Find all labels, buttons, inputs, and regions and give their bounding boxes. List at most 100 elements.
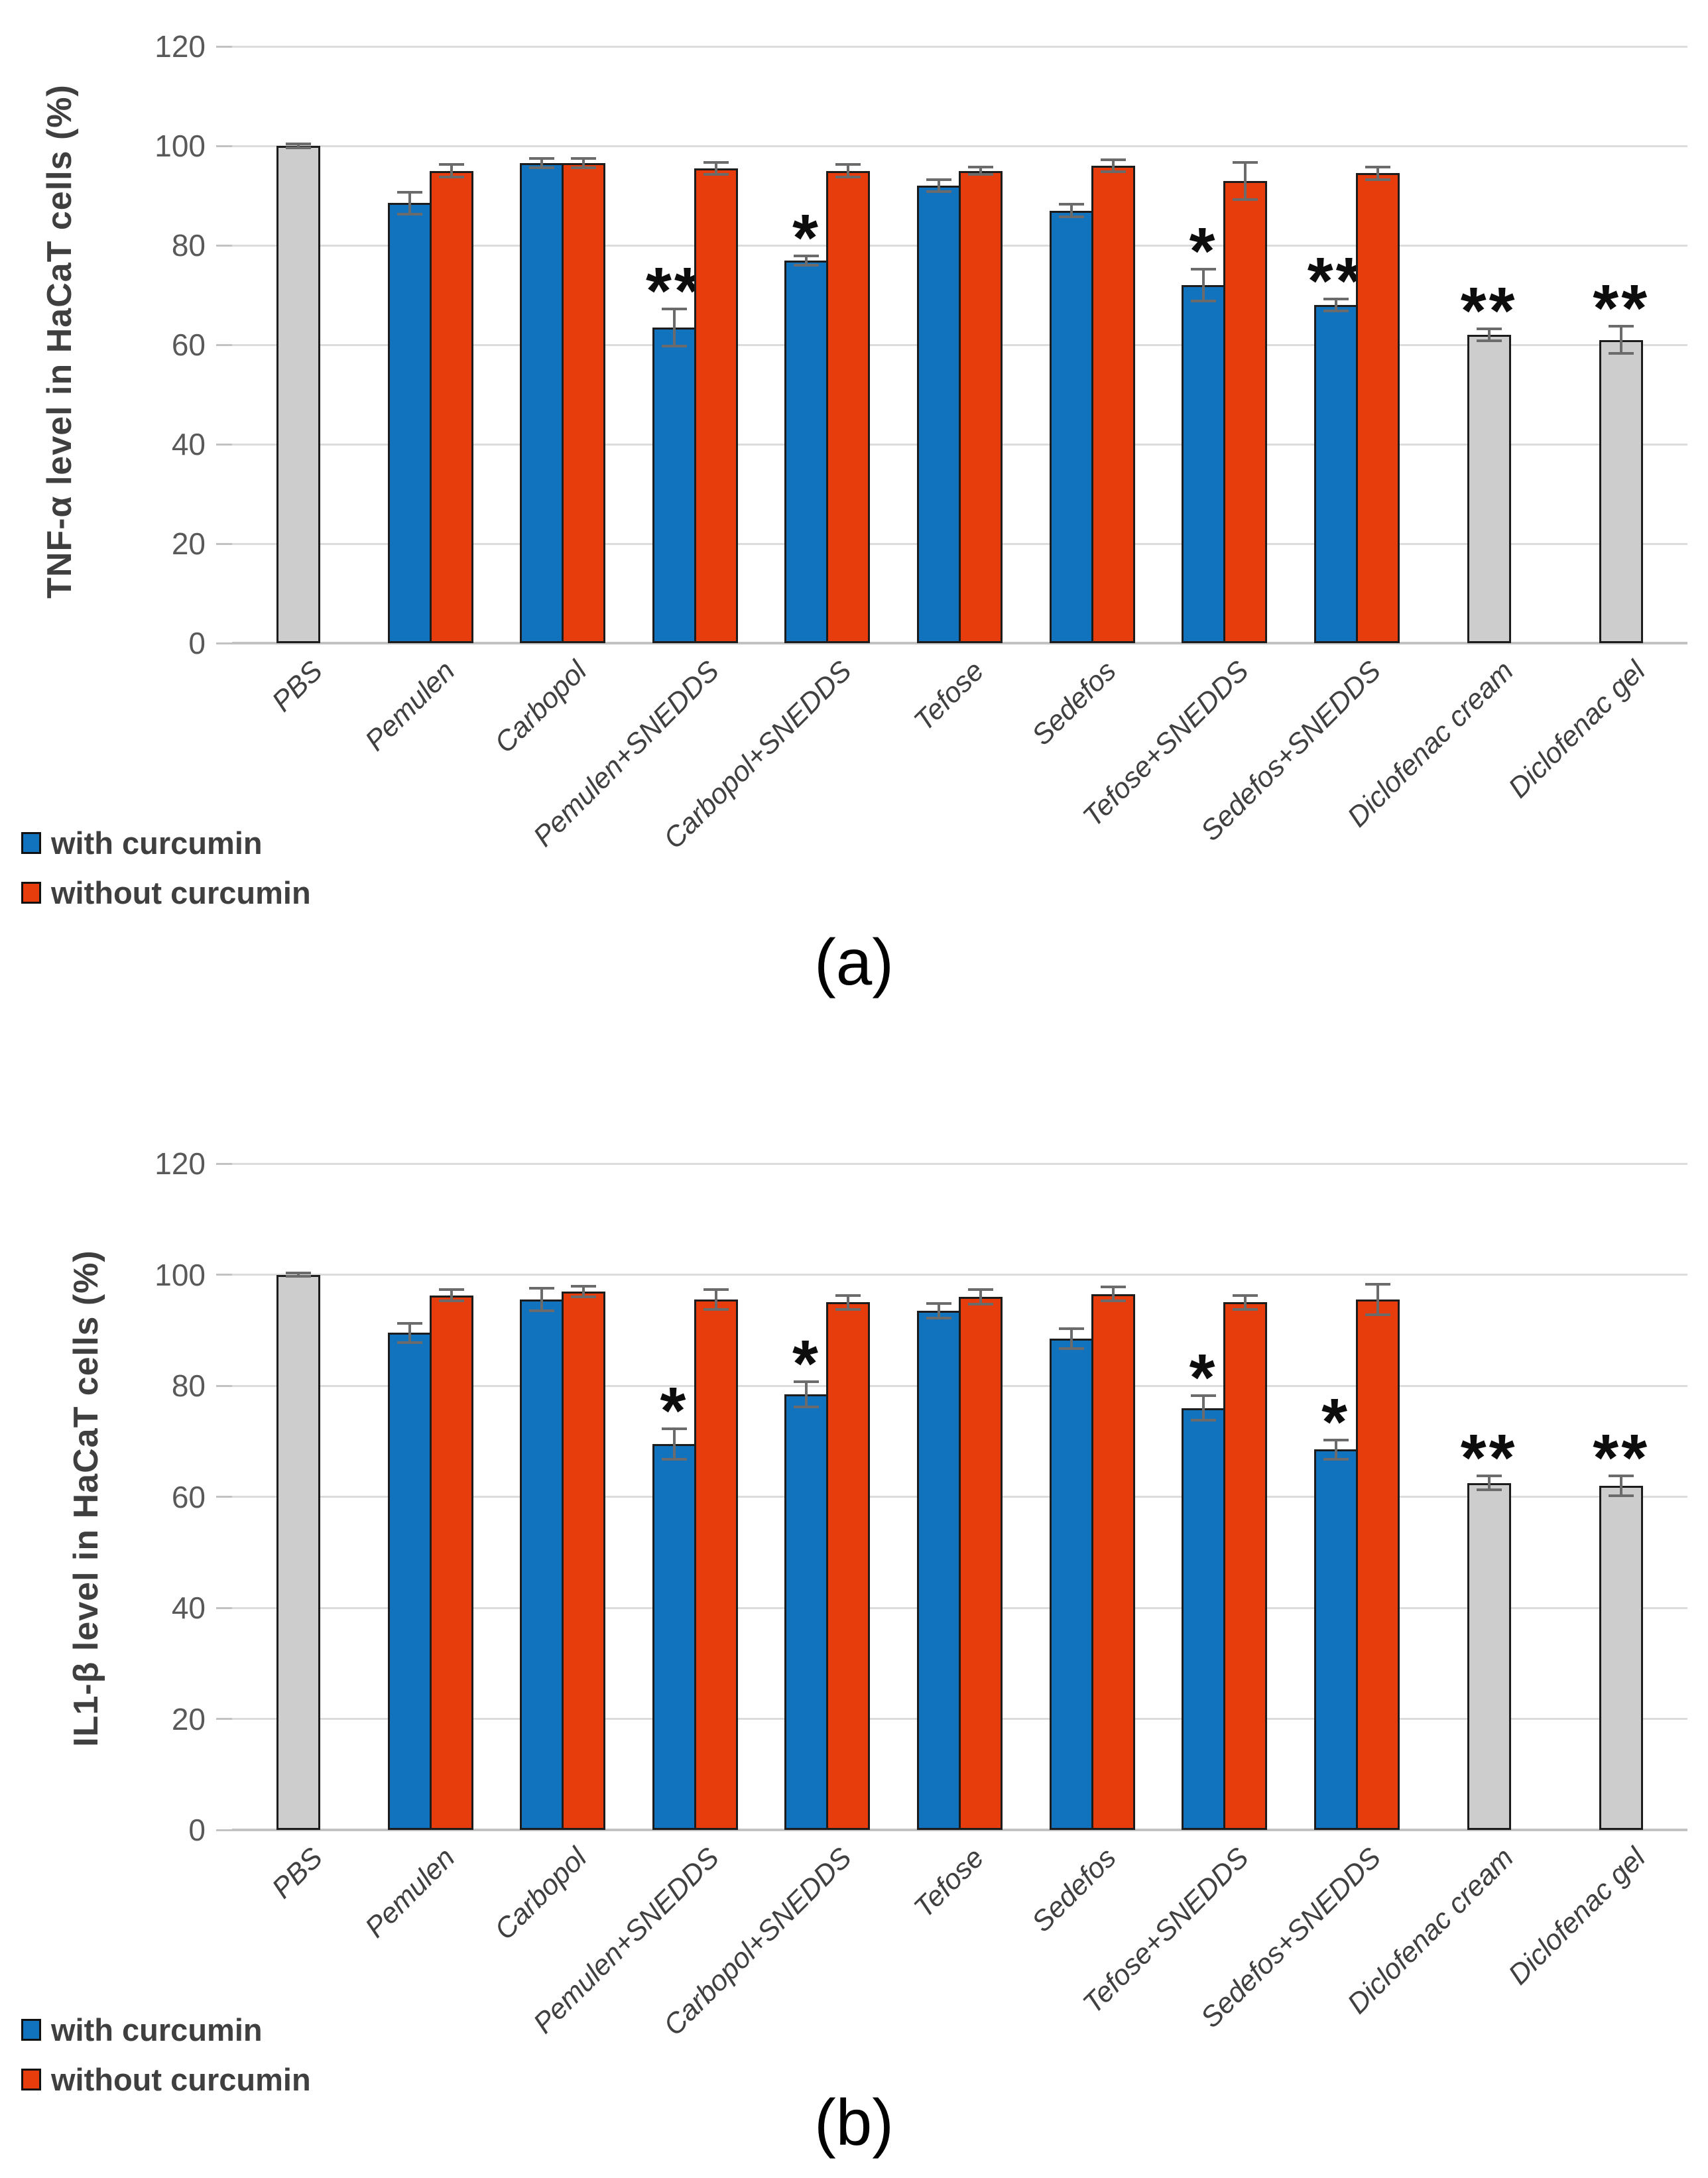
x-axis-category-label: PBS	[265, 654, 329, 718]
error-bar	[529, 157, 555, 170]
error-bar	[285, 142, 311, 150]
bar-pemulen-snedds-with-curcumin	[652, 1443, 696, 1830]
error-bar-cap	[1609, 1475, 1634, 1477]
y-tick-label: 0	[188, 626, 206, 660]
legend-swatch-with-curcumin-icon	[21, 832, 41, 854]
bar-diclofenac-gel-control	[1599, 1485, 1644, 1830]
y-tick-label: 60	[171, 1479, 206, 1514]
error-bar-cap	[1365, 1313, 1390, 1317]
error-bar	[968, 1288, 993, 1305]
error-bar-cap	[1365, 1283, 1390, 1286]
error-bar	[926, 1302, 951, 1319]
error-bar	[1191, 1394, 1217, 1422]
bar-pemulen-snedds-with-curcumin	[652, 327, 696, 643]
bar-pemulen-snedds-without-curcumin	[694, 168, 738, 643]
error-bar	[571, 1284, 597, 1298]
error-bar-cap	[529, 1309, 555, 1313]
error-bar-cap	[835, 175, 861, 178]
bar-carbopol-snedds-with-curcumin	[784, 260, 829, 643]
y-axis-tick	[216, 542, 232, 545]
error-bar-cap	[396, 213, 422, 215]
legend-item-without-curcumin: without curcumin	[21, 2064, 311, 2095]
bar-tefose-snedds-with-curcumin	[1182, 285, 1226, 643]
significance-annotation: *	[1321, 1384, 1351, 1459]
bar-tefose-without-curcumin	[959, 1297, 1003, 1830]
error-bar-cap	[1365, 166, 1390, 168]
error-bar-cap	[926, 1316, 951, 1319]
y-tick-label: 100	[154, 129, 206, 163]
legend: with curcumin without curcumin	[21, 827, 311, 908]
error-bar-cap	[1058, 1347, 1084, 1350]
error-bar-cap	[1476, 1488, 1502, 1492]
error-bar-cap	[1191, 1394, 1217, 1397]
significance-annotation: **	[1307, 243, 1365, 318]
error-bar	[1233, 1294, 1258, 1311]
error-bar	[438, 163, 464, 178]
error-bar-cap	[571, 157, 597, 160]
error-bar-cap	[438, 175, 464, 178]
error-bar-cap	[438, 1288, 464, 1292]
error-bar-cap	[926, 190, 951, 194]
y-axis-tick	[216, 1718, 232, 1720]
error-bar	[1323, 1438, 1349, 1461]
y-tick-label: 20	[171, 1701, 206, 1736]
bar-diclofenac-cream-control	[1467, 1482, 1511, 1830]
error-bar-cap	[1058, 215, 1084, 218]
y-tick-label: 60	[171, 328, 206, 362]
error-bar	[1609, 325, 1634, 355]
error-bar	[1476, 1475, 1502, 1492]
y-axis-tick	[216, 244, 232, 247]
error-bar-cap	[571, 1295, 597, 1298]
y-tick-label: 120	[154, 29, 206, 64]
error-bar-cap	[835, 163, 861, 166]
y-axis-title: TNF-α level in HaCaT cells (%)	[40, 84, 79, 599]
error-bar-cap	[1609, 1494, 1634, 1497]
y-tick-label: 40	[171, 1591, 206, 1625]
bar-carbopol-without-curcumin	[562, 163, 606, 643]
y-tick-label: 80	[171, 1368, 206, 1403]
error-bar-cap	[1323, 1438, 1349, 1441]
y-axis-tick	[216, 1829, 232, 1831]
error-bar-cap	[1323, 1458, 1349, 1461]
legend-item-without-curcumin: without curcumin	[21, 877, 311, 908]
bar-carbopol-snedds-with-curcumin	[784, 1394, 829, 1830]
y-tick-label: 120	[154, 1146, 206, 1181]
bar-carbopol-with-curcumin	[520, 1300, 564, 1830]
y-axis-tick	[216, 1274, 232, 1276]
plot-area: 0 20 40 60 80 100 120 PBS Pemulen Carbopol ** Pemul…	[154, 31, 1687, 855]
error-bar-cap	[926, 1302, 951, 1305]
error-bar	[1100, 158, 1126, 174]
error-bar-cap	[968, 173, 993, 176]
error-bar-cap	[661, 307, 687, 310]
error-bar-cap	[794, 254, 820, 257]
error-bar-cap	[661, 344, 687, 347]
error-bar-cap	[396, 1321, 422, 1325]
legend-item-with-curcumin: with curcumin	[21, 827, 311, 859]
error-bar	[1323, 297, 1349, 313]
legend-swatch-without-curcumin-icon	[21, 882, 41, 904]
panel-label-a: (a)	[814, 926, 894, 998]
error-bar-cap	[703, 1288, 729, 1292]
gridline	[232, 1162, 1687, 1165]
bar-carbopol-snedds-without-curcumin	[826, 1302, 871, 1830]
error-bar-cap	[1191, 267, 1217, 271]
bar-diclofenac-gel-control	[1599, 339, 1644, 643]
error-bar-cap	[703, 160, 729, 164]
error-bar-cap	[835, 1307, 861, 1311]
error-bar	[438, 1288, 464, 1302]
x-axis-category-label: Sedefos	[1026, 654, 1123, 752]
error-bar-cap	[1609, 325, 1634, 328]
error-bar-cap	[285, 1272, 311, 1275]
y-axis-tick	[216, 642, 232, 644]
error-bar	[1191, 267, 1217, 303]
legend-item-with-curcumin: with curcumin	[21, 2014, 311, 2045]
y-tick-label: 40	[171, 427, 206, 461]
bar-sedefos-with-curcumin	[1049, 210, 1093, 643]
error-bar	[396, 1321, 422, 1345]
error-bar	[285, 1272, 311, 1278]
error-bar	[835, 163, 861, 178]
bar-sedefos-without-curcumin	[1091, 1294, 1135, 1830]
x-axis-category-label: Carbopol	[489, 654, 593, 760]
error-bar-cap	[703, 1307, 729, 1311]
y-axis-tick	[216, 45, 232, 48]
